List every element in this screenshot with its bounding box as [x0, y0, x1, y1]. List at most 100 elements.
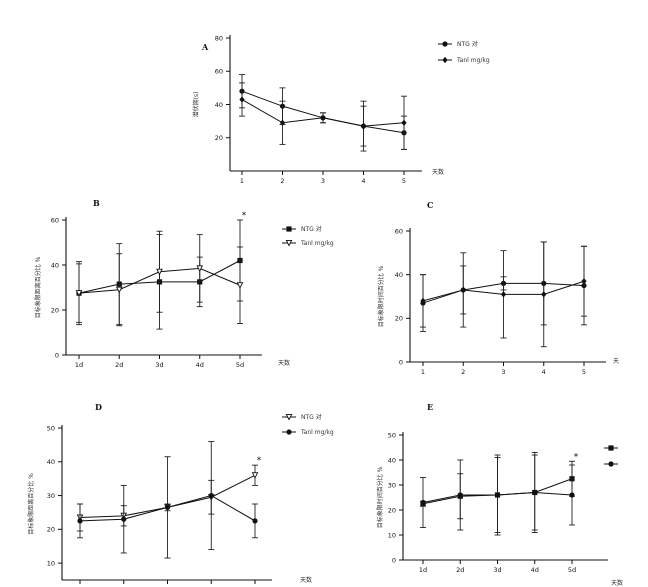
legend-label: NTG 对 — [301, 225, 322, 233]
x-tick-label: 2 — [461, 368, 465, 376]
series-tanl — [239, 82, 407, 150]
data-point — [208, 492, 214, 499]
panel-c: C 0 20 40 60 1 2 3 4 5 天 目标象限时间百分比 % — [377, 200, 619, 376]
panel-label: B — [93, 198, 100, 208]
y-tick-label: 40 — [388, 456, 396, 464]
x-tick-label: 3 — [321, 177, 325, 185]
significance-marker: * — [242, 211, 247, 221]
legend-label: Tanl mg/kg — [456, 57, 490, 64]
data-point — [164, 504, 171, 510]
y-tick-label: 10 — [388, 531, 396, 539]
y-axis-label: 目标象限时间百分比 % — [377, 265, 385, 327]
legend-label: NTG 对 — [301, 413, 322, 421]
x-tick-label: 4d — [196, 361, 204, 369]
legend-marker — [286, 226, 292, 232]
y-tick-label: 30 — [388, 481, 396, 489]
y-tick-label: 10 — [47, 559, 55, 567]
data-point — [401, 119, 407, 126]
y-tick-label: 0 — [399, 358, 403, 366]
data-point — [115, 286, 123, 294]
x-tick-label: 3d — [155, 361, 163, 369]
series-line — [241, 90, 405, 134]
x-tick-label: 5 — [402, 177, 406, 185]
data-point — [569, 492, 575, 498]
x-tick-label: 1 — [421, 368, 425, 376]
legend-label: Tanl mg/kg — [300, 240, 334, 247]
y-tick-label: 60 — [51, 216, 59, 224]
y-tick-label: 20 — [47, 526, 55, 534]
panel-label: C — [427, 200, 433, 210]
x-axis-label: 天数 — [432, 168, 444, 176]
significance-marker: * — [257, 456, 262, 466]
panel-e: E 0 10 20 30 40 50 1d 2d 3d 4d 5d 天数 目标象限时间百分比 % * — [376, 402, 623, 587]
x-tick-label: 1d — [75, 361, 83, 369]
y-axis-label: 潜伏期(s) — [192, 92, 200, 118]
legend-marker — [286, 429, 292, 435]
y-tick-label: 40 — [215, 101, 223, 109]
data-point — [279, 119, 286, 126]
x-axis-label: 天 — [613, 358, 619, 365]
data-point — [541, 291, 547, 298]
data-point — [420, 297, 426, 305]
y-tick-label: 80 — [215, 34, 223, 42]
x-tick-label: 1 — [240, 177, 244, 185]
legend-marker — [442, 41, 448, 47]
series-tanl — [75, 230, 244, 327]
data-point — [156, 268, 163, 276]
data-point — [581, 278, 587, 285]
data-point — [121, 516, 127, 522]
data-point — [460, 286, 466, 294]
data-point — [251, 472, 259, 479]
series-tanl — [77, 441, 258, 554]
y-tick-label: 40 — [51, 261, 59, 269]
data-point — [457, 492, 463, 498]
panel-label: E — [427, 402, 433, 412]
y-axis-label: 目标象限时间百分比 % — [376, 466, 384, 528]
y-axis-label: 目标象限距离百分比 % — [34, 256, 42, 318]
data-point — [236, 282, 244, 289]
data-point — [75, 290, 83, 297]
legend-marker — [442, 56, 448, 64]
x-axis-label: 天数 — [278, 359, 290, 367]
legend: NTG 对 Tanl mg/kg — [282, 413, 334, 436]
y-tick-label: 30 — [47, 492, 55, 500]
x-axis-label: 天数 — [300, 576, 312, 584]
data-point — [420, 499, 426, 506]
x-tick-label: 5d — [236, 361, 244, 369]
legend-label: Tanl mg/kg — [300, 429, 334, 436]
x-tick-label: 5d — [568, 566, 576, 574]
y-tick-label: 60 — [395, 227, 403, 235]
legend — [604, 445, 618, 467]
panel-label: D — [95, 402, 102, 412]
legend-marker — [285, 239, 293, 247]
data-point — [252, 518, 258, 524]
x-tick-label: 2d — [456, 566, 464, 574]
y-tick-label: 20 — [395, 315, 403, 323]
data-point — [77, 518, 83, 524]
y-tick-label: 50 — [388, 431, 396, 439]
data-point — [500, 291, 507, 298]
y-tick-label: 20 — [388, 506, 396, 514]
y-tick-label: 20 — [51, 306, 59, 314]
legend-marker — [285, 413, 293, 421]
x-tick-label: 2 — [280, 177, 284, 185]
legend-marker — [608, 461, 614, 467]
x-tick-label: 4 — [542, 368, 546, 376]
x-tick-label: 5 — [582, 368, 586, 376]
data-point — [360, 122, 367, 130]
legend-marker — [608, 445, 614, 451]
y-tick-label: 0 — [392, 556, 396, 564]
x-tick-label: 2d — [115, 361, 123, 369]
x-tick-label: 1d — [419, 566, 427, 574]
y-tick-label: 40 — [395, 271, 403, 279]
legend-label: NTG 对 — [457, 40, 478, 48]
data-point — [239, 96, 245, 103]
legend: NTG 对 Tanl mg/kg — [282, 225, 334, 247]
x-tick-label: 4 — [361, 177, 365, 185]
x-axis-label: 天数 — [611, 579, 623, 587]
series-tanl — [420, 454, 575, 536]
y-tick-label: 40 — [47, 458, 55, 466]
data-point — [532, 489, 538, 496]
series-tanl — [420, 241, 587, 348]
legend: NTG 对 Tanl mg/kg — [438, 40, 490, 64]
